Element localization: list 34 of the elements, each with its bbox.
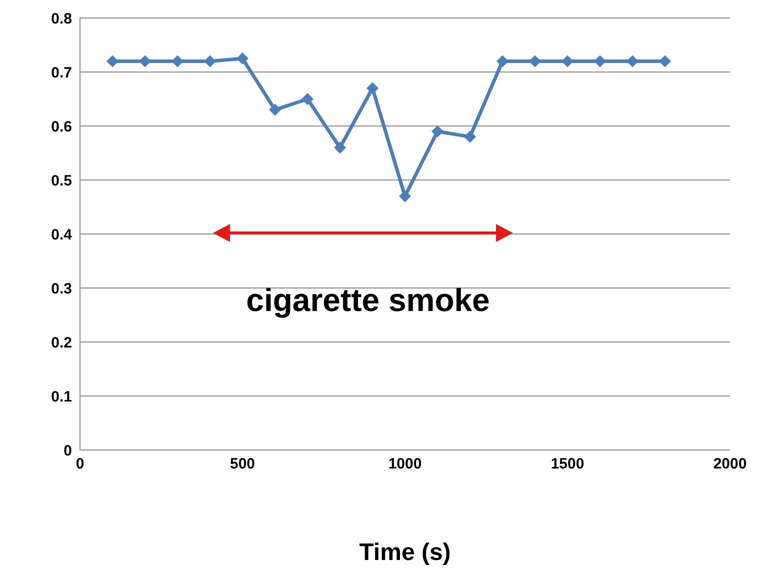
point (204, 55, 216, 68)
point (302, 93, 314, 105)
x-tick-label: 1000 (388, 456, 422, 473)
point (626, 55, 638, 68)
point (464, 130, 476, 143)
point (172, 55, 184, 68)
y-tick-label: 0.3 (51, 280, 72, 298)
y-tick-label: 0.7 (51, 64, 72, 82)
x-tick-label: 0 (76, 456, 84, 473)
y-tick-label: 0.1 (51, 388, 72, 406)
y-tick-label: 0.6 (51, 118, 72, 136)
point (562, 55, 574, 68)
point (236, 52, 248, 64)
point (594, 55, 606, 68)
point (659, 55, 671, 68)
point (334, 142, 346, 154)
point (432, 125, 444, 138)
point (139, 55, 151, 68)
point (366, 82, 378, 94)
annotation: cigarette smoke (246, 282, 490, 318)
y-tick-label: 0.8 (51, 10, 72, 28)
y-tick-label: 0 (64, 442, 72, 460)
y-tick-label: 0.5 (51, 172, 72, 190)
point (106, 55, 118, 68)
x-tick-label: 2000 (713, 456, 747, 473)
y-tick-label: 0.4 (51, 226, 73, 244)
point (269, 104, 281, 116)
point (399, 190, 411, 202)
x-tick-label: 500 (230, 456, 256, 473)
x-axis-title: Time (s) (359, 539, 451, 566)
x-tick-label: 1500 (550, 456, 584, 473)
point (529, 55, 541, 68)
point (496, 55, 508, 68)
y-tick-label: 0.2 (51, 334, 72, 352)
